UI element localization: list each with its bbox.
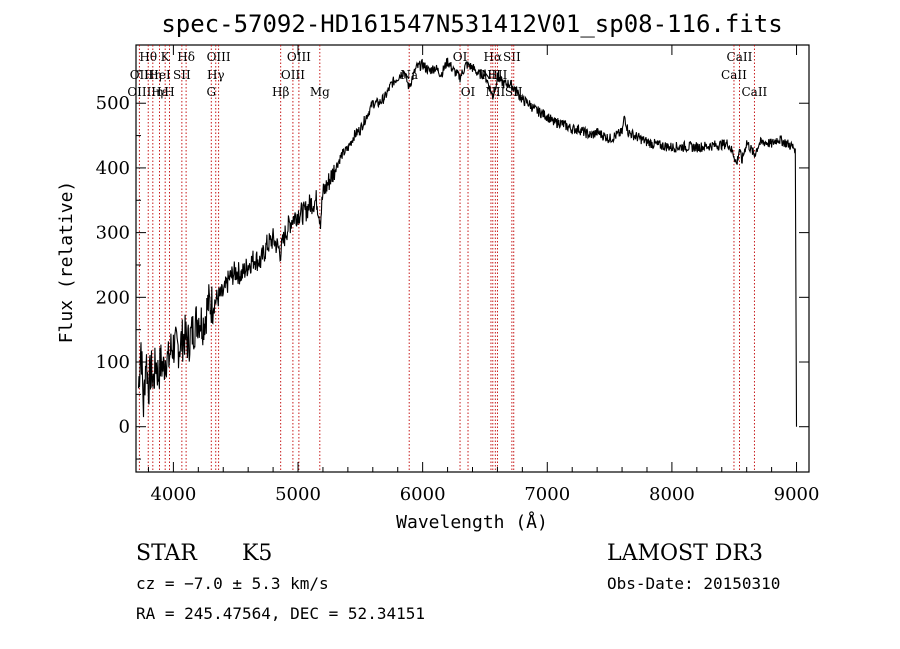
y-tick-label: 400 (96, 158, 130, 179)
x-tick-label: 5000 (275, 484, 321, 505)
spectral-line-label: Hη (144, 68, 162, 82)
y-axis-label: Flux (relative) (56, 181, 77, 344)
coordinates-readout: RA = 245.47564, DEC = 52.34151 (136, 604, 425, 623)
redshift-readout: cz = −7.0 ± 5.3 km/s (136, 574, 329, 593)
spectral-line-label: HeI (148, 68, 171, 82)
object-subclass: K5 (242, 541, 272, 566)
chart-title: spec-57092-HD161547N531412V01_sp08-116.f… (161, 10, 782, 38)
spectral-line-label: OIII (127, 85, 151, 99)
x-tick-label: 4000 (150, 484, 196, 505)
spectral-line-label: H (164, 85, 174, 99)
x-tick-label: 7000 (524, 484, 570, 505)
x-axis-ticks: 4000 5000 6000 7000 8000 9000 (147, 45, 820, 505)
y-tick-label: 500 (96, 93, 130, 114)
spectral-line-label: CaII (727, 50, 753, 64)
y-axis-ticks: 0 100 200 300 400 500 (96, 70, 809, 460)
spectral-line-markers: OII OIII Hθ Hη Hε K HeI η SII H Hδ OIII Hγ G Hβ OIII OII… (127, 45, 768, 472)
spectral-line-label: G (206, 85, 216, 99)
spectral-line-label: OI (453, 50, 468, 64)
plot-frame (135, 44, 810, 473)
spectral-line-label: OIII (287, 50, 311, 64)
spectral-line-label: OI (461, 85, 476, 99)
spectral-line-label: OIII (207, 50, 231, 64)
spectral-line-label: Hβ (272, 85, 289, 99)
spectral-line-label: Hα (484, 50, 503, 64)
y-tick-label: 0 (119, 417, 130, 438)
spectral-line-label: Hε (151, 85, 168, 99)
x-tick-label: 8000 (649, 484, 695, 505)
y-tick-label: 200 (96, 287, 130, 308)
spectral-line-label: Hδ (177, 50, 195, 64)
spectral-line-label: SII (503, 50, 521, 64)
spectral-line-label: OII (130, 68, 150, 82)
x-tick-label: 6000 (400, 484, 446, 505)
y-tick-label: 300 (96, 223, 130, 244)
spectral-line-label: SII (173, 68, 191, 82)
spectrum-line (137, 57, 798, 427)
survey-name: LAMOST DR3 (607, 541, 763, 566)
y-tick-label: 100 (96, 352, 130, 373)
spectral-line-label: K (161, 50, 171, 64)
spectral-line-label: Mg (310, 85, 330, 99)
spectral-line-label: OIII (281, 68, 305, 82)
spectral-line-label: η (156, 85, 163, 99)
object-class: STAR (136, 541, 198, 566)
spectral-line-label: CaII (741, 85, 767, 99)
spectral-line-label: CaII (721, 68, 747, 82)
spectral-line-label: Hθ (139, 50, 157, 64)
observation-date: Obs-Date: 20150310 (607, 574, 780, 593)
x-tick-label: 9000 (774, 484, 820, 505)
x-axis-label: Wavelength (Å) (396, 511, 548, 533)
spectral-line-label: Hγ (207, 68, 225, 82)
